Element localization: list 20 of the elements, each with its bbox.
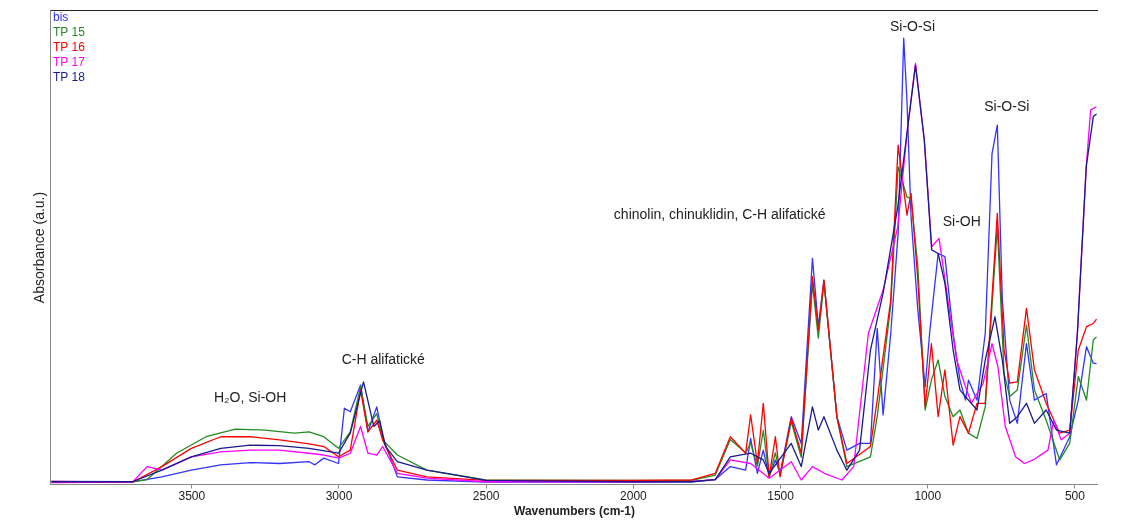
x-tick-label: 3500 <box>178 488 206 503</box>
x-tick-label: 1000 <box>914 488 942 503</box>
y-axis-title: Absorbance (a.u.) <box>30 191 47 304</box>
annotation: C-H alifatické <box>341 350 426 367</box>
x-tick-label: 500 <box>1064 488 1086 503</box>
x-tick-label: 1500 <box>767 488 795 503</box>
annotation: Si-OH <box>942 212 981 229</box>
annotation: chinolin, chinuklidin, C-H alifatické <box>613 205 826 222</box>
text: bis <box>53 10 69 24</box>
x-tick-label: 2500 <box>472 488 500 503</box>
x-axis-title: Wavenumbers (cm-1) <box>514 503 635 518</box>
text: TP 15 <box>53 25 86 39</box>
annotation: Si-O-Si <box>984 98 1030 115</box>
text: TP 18 <box>53 70 86 84</box>
x-tick-label: 3000 <box>325 488 353 503</box>
text: Si-O-Si <box>889 18 936 35</box>
annotation: H₂O, Si-OH <box>214 389 287 406</box>
x-tick-label: 2000 <box>620 488 648 503</box>
text: TP 16 <box>53 40 86 54</box>
text: TP 17 <box>53 55 86 69</box>
